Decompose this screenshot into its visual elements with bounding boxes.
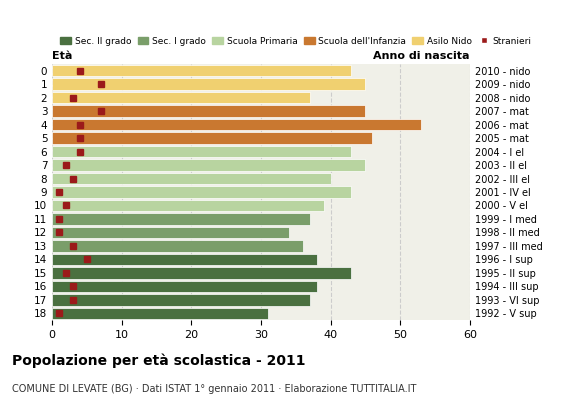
Bar bbox=[52, 132, 372, 144]
Text: Popolazione per età scolastica - 2011: Popolazione per età scolastica - 2011 bbox=[12, 354, 305, 368]
Bar bbox=[52, 294, 310, 306]
Bar bbox=[52, 240, 303, 252]
Text: Anno di nascita: Anno di nascita bbox=[374, 52, 470, 62]
Bar bbox=[52, 92, 310, 104]
Bar bbox=[52, 146, 351, 157]
Bar bbox=[52, 106, 365, 117]
Text: COMUNE DI LEVATE (BG) · Dati ISTAT 1° gennaio 2011 · Elaborazione TUTTITALIA.IT: COMUNE DI LEVATE (BG) · Dati ISTAT 1° ge… bbox=[12, 384, 416, 394]
Bar bbox=[52, 65, 351, 76]
Bar bbox=[52, 173, 331, 184]
Bar bbox=[52, 254, 317, 265]
Bar bbox=[52, 200, 324, 211]
Bar bbox=[52, 280, 317, 292]
Bar bbox=[52, 78, 365, 90]
Bar bbox=[52, 213, 310, 225]
Bar bbox=[52, 267, 351, 278]
Bar bbox=[52, 159, 365, 171]
Bar bbox=[52, 227, 289, 238]
Bar bbox=[52, 186, 351, 198]
Legend: Sec. II grado, Sec. I grado, Scuola Primaria, Scuola dell'Infanzia, Asilo Nido, : Sec. II grado, Sec. I grado, Scuola Prim… bbox=[57, 33, 535, 49]
Bar bbox=[52, 308, 268, 319]
Bar bbox=[52, 119, 421, 130]
Text: Età: Età bbox=[52, 52, 72, 62]
